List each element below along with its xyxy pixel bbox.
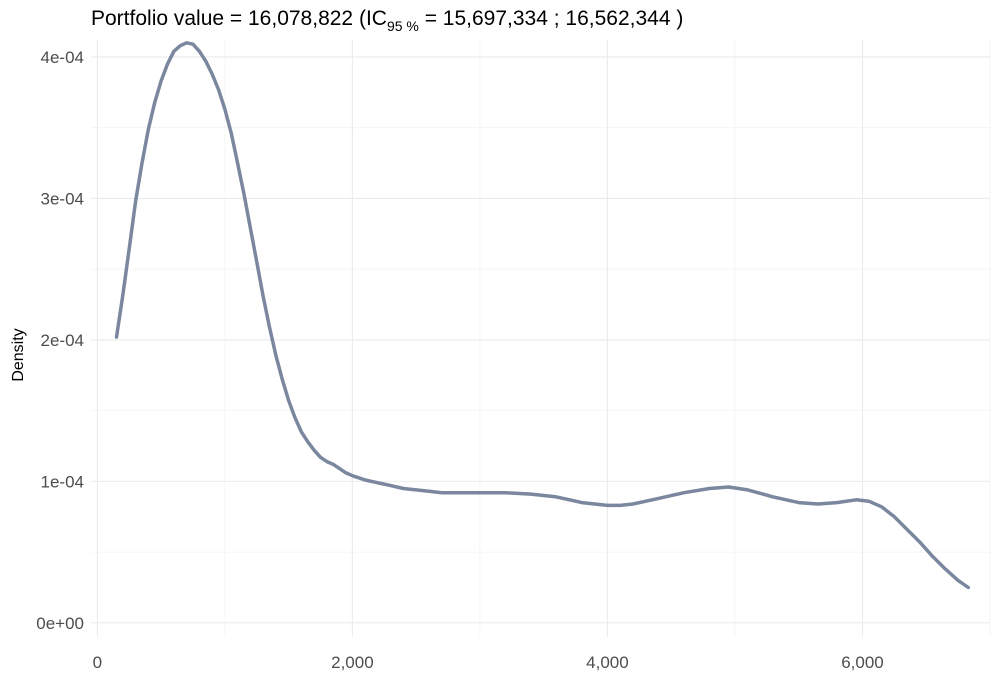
x-tick-label-0: 0 (93, 653, 102, 672)
x-tick-label-2: 4,000 (586, 653, 629, 672)
x-tick-label-3: 6,000 (841, 653, 884, 672)
density-curve (114, 41, 971, 590)
chart-title-suffix: = 15,697,334 ; 16,562,344 ) (419, 7, 683, 30)
x-tick-label-1: 2,000 (331, 653, 374, 672)
grid (91, 40, 991, 637)
x-axis-tick-labels: 0 2,000 4,000 6,000 (93, 653, 884, 672)
y-tick-label-3: 3e-04 (41, 189, 84, 208)
y-tick-label-1: 1e-04 (41, 472, 84, 491)
y-tick-label-0: 0e+00 (36, 614, 84, 633)
chart-title: Portfolio value = 16,078,822 (IC95 % = 1… (91, 7, 683, 34)
y-axis-tick-labels: 0e+00 1e-04 2e-04 3e-04 4e-04 (36, 48, 84, 633)
y-tick-label-4: 4e-04 (41, 48, 84, 67)
chart-title-subscript: 95 % (387, 18, 419, 34)
chart-title-prefix: Portfolio value = 16,078,822 (IC (91, 7, 387, 30)
y-axis-label: Density (10, 328, 27, 381)
y-tick-label-2: 2e-04 (41, 331, 84, 350)
